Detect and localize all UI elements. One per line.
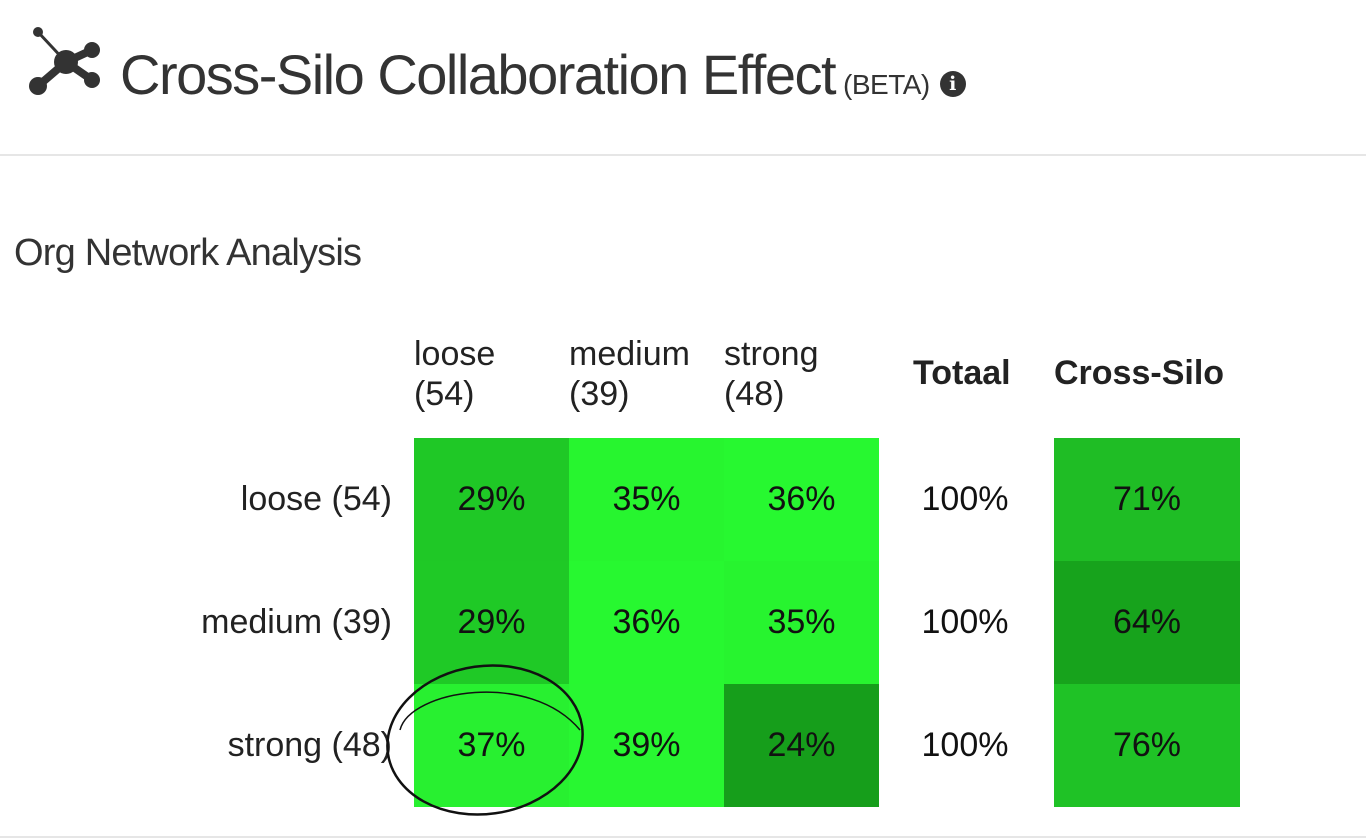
page-title: Cross-Silo Collaboration Effect (BETA) i [120, 40, 966, 120]
column-header-count: (54) [414, 375, 475, 413]
info-icon[interactable]: i [939, 71, 966, 97]
total-cell: 100% [921, 726, 1009, 764]
row-label: strong (48) [227, 726, 392, 764]
matrix-cell: 36% [569, 561, 724, 684]
section-title: Org Network Analysis [14, 232, 362, 274]
matrix-cell: 39% [569, 684, 724, 807]
matrix-cell: 37% [414, 684, 569, 807]
beta-badge: (BETA) [843, 69, 930, 100]
footer-divider [0, 836, 1366, 838]
column-header-count: (48) [724, 375, 785, 413]
cross-silo-cell: 71% [1054, 438, 1240, 561]
total-cell: 100% [921, 480, 1009, 518]
matrix-cell: 35% [724, 561, 879, 684]
column-header-count: (39) [569, 375, 630, 413]
matrix-cell: 36% [724, 438, 879, 561]
matrix-cell: 29% [414, 438, 569, 561]
column-header-name: strong [724, 335, 819, 373]
column-header-medium: medium (39) [569, 334, 690, 414]
column-header-name: loose [414, 335, 496, 373]
matrix-cell: 35% [569, 438, 724, 561]
row-label: loose (54) [240, 480, 392, 518]
matrix-cell: 29% [414, 561, 569, 684]
column-header-strong: strong (48) [724, 334, 819, 414]
network-icon [29, 27, 100, 95]
cross-silo-cell: 76% [1054, 684, 1240, 807]
column-header-cross-silo: Cross-Silo [1054, 354, 1225, 392]
page-header: Cross-Silo Collaboration Effect (BETA) i [0, 0, 1366, 156]
total-cell: 100% [921, 603, 1009, 641]
cross-silo-cell: 64% [1054, 561, 1240, 684]
column-header-loose: loose (54) [414, 334, 495, 414]
row-label: medium (39) [201, 603, 392, 641]
page-title-text: Cross-Silo Collaboration Effect [120, 43, 837, 106]
column-header-name: medium [569, 335, 690, 373]
column-header-total: Totaal [913, 354, 1011, 392]
matrix-cell: 24% [724, 684, 879, 807]
